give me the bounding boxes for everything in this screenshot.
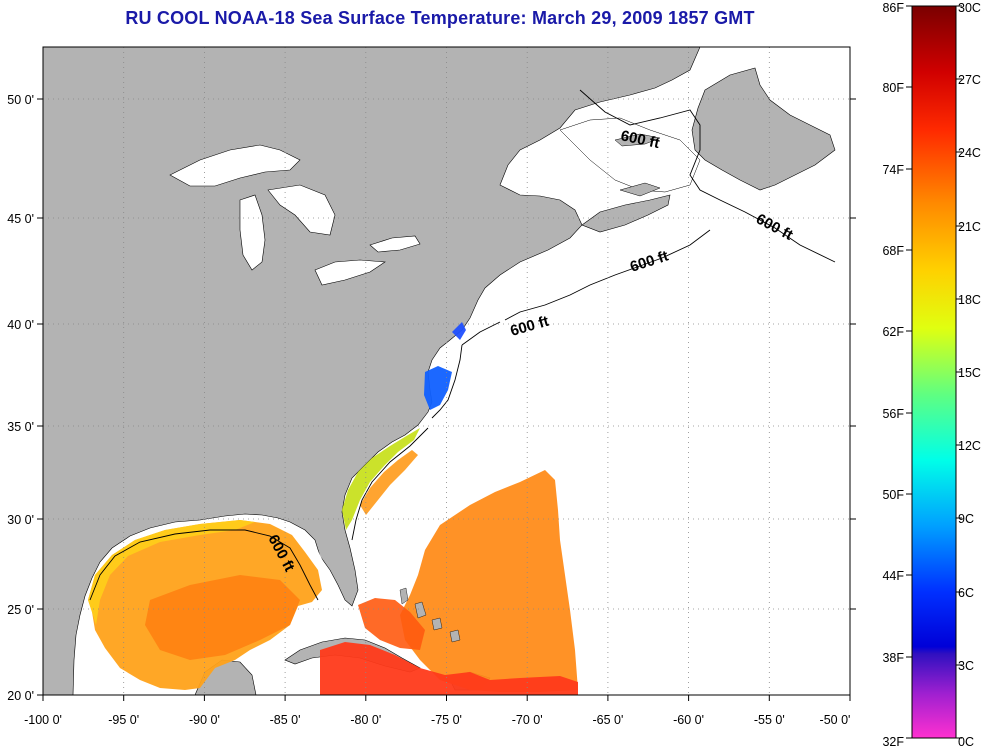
- colorbar-c-label: 12C: [958, 439, 981, 453]
- lat-label: 40 0': [7, 318, 34, 332]
- colorbar-ticks: [906, 5, 962, 739]
- sst-carolina-shelf: [342, 428, 420, 530]
- lon-label: -55 0': [754, 713, 785, 727]
- colorbar-f-label: 38F: [882, 651, 904, 665]
- colorbar-f-label: 32F: [882, 735, 904, 749]
- lon-label: -100 0': [24, 713, 62, 727]
- lon-label: -70 0': [512, 713, 543, 727]
- colorbar-c-label: 6C: [958, 586, 974, 600]
- colorbar-c-label: 15C: [958, 366, 981, 380]
- sst-nj-shelf-cold: [452, 322, 466, 340]
- bahamas-islands: [399, 587, 461, 643]
- lon-label: -50 0': [820, 713, 851, 727]
- colorbar-c-label: 27C: [958, 73, 981, 87]
- axis-ticks: [37, 98, 856, 701]
- sst-gulf-stream-edge: [360, 450, 418, 515]
- anticosti-land: [614, 133, 661, 147]
- lat-label: 35 0': [7, 420, 34, 434]
- colorbar-f-label: 44F: [882, 569, 904, 583]
- lat-label: 20 0': [7, 689, 34, 703]
- sst-chesapeake-cold: [424, 366, 452, 410]
- newfoundland-land: [691, 67, 836, 191]
- lon-label: -75 0': [431, 713, 462, 727]
- colorbar-c-label: 0C: [958, 735, 974, 749]
- lat-label: 25 0': [7, 603, 34, 617]
- latitude-labels: 50 0' 45 0' 40 0' 35 0' 30 0' 25 0' 20 0…: [7, 93, 34, 703]
- colorbar-f-label: 56F: [882, 407, 904, 421]
- lat-label: 30 0': [7, 513, 34, 527]
- lat-label: 50 0': [7, 93, 34, 107]
- colorbar-f-label: 86F: [882, 1, 904, 15]
- lon-label: -85 0': [270, 713, 301, 727]
- lon-label: -95 0': [108, 713, 139, 727]
- colorbar-c-label: 18C: [958, 293, 981, 307]
- colorbar-f-label: 74F: [882, 163, 904, 177]
- sst-gulf-warm-core: [145, 575, 300, 660]
- isobath-600ft: [89, 89, 836, 601]
- longitude-labels: -100 0' -95 0' -90 0' -85 0' -80 0' -75 …: [24, 713, 850, 727]
- lat-label: 45 0': [7, 212, 34, 226]
- colorbar-f-label: 80F: [882, 81, 904, 95]
- colorbar-c-label: 3C: [958, 659, 974, 673]
- colorbar-c-label: 21C: [958, 220, 981, 234]
- gulf-st-lawrence: [559, 117, 701, 193]
- lon-label: -60 0': [673, 713, 704, 727]
- colorbar: [911, 5, 957, 739]
- colorbar-c-label: 24C: [958, 146, 981, 160]
- lon-label: -80 0': [350, 713, 381, 727]
- lon-label: -90 0': [189, 713, 220, 727]
- north-america-land: [43, 47, 701, 695]
- colorbar-f-labels: 86F 80F 74F 68F 62F 56F 50F 44F 38F 32F: [882, 1, 904, 749]
- lon-label: -65 0': [592, 713, 623, 727]
- sst-florida-straits: [358, 598, 425, 650]
- map-gridlines: [43, 47, 850, 695]
- colorbar-c-label: 30C: [958, 1, 981, 15]
- colorbar-f-label: 50F: [882, 488, 904, 502]
- colorbar-f-label: 62F: [882, 325, 904, 339]
- pei-land: [619, 182, 661, 197]
- colorbar-c-labels: 30C 27C 24C 21C 18C 15C 12C 9C 6C 3C 0C: [958, 1, 981, 749]
- sst-gulf-yellow-fringe: [88, 520, 255, 625]
- colorbar-c-label: 9C: [958, 512, 974, 526]
- map-title: RU COOL NOAA-18 Sea Surface Temperature:…: [125, 8, 755, 28]
- sst-atlantic-sargasso: [400, 470, 578, 692]
- nova-scotia-land: [581, 194, 671, 233]
- colorbar-f-label: 68F: [882, 244, 904, 258]
- sst-caribbean-red: [320, 642, 578, 695]
